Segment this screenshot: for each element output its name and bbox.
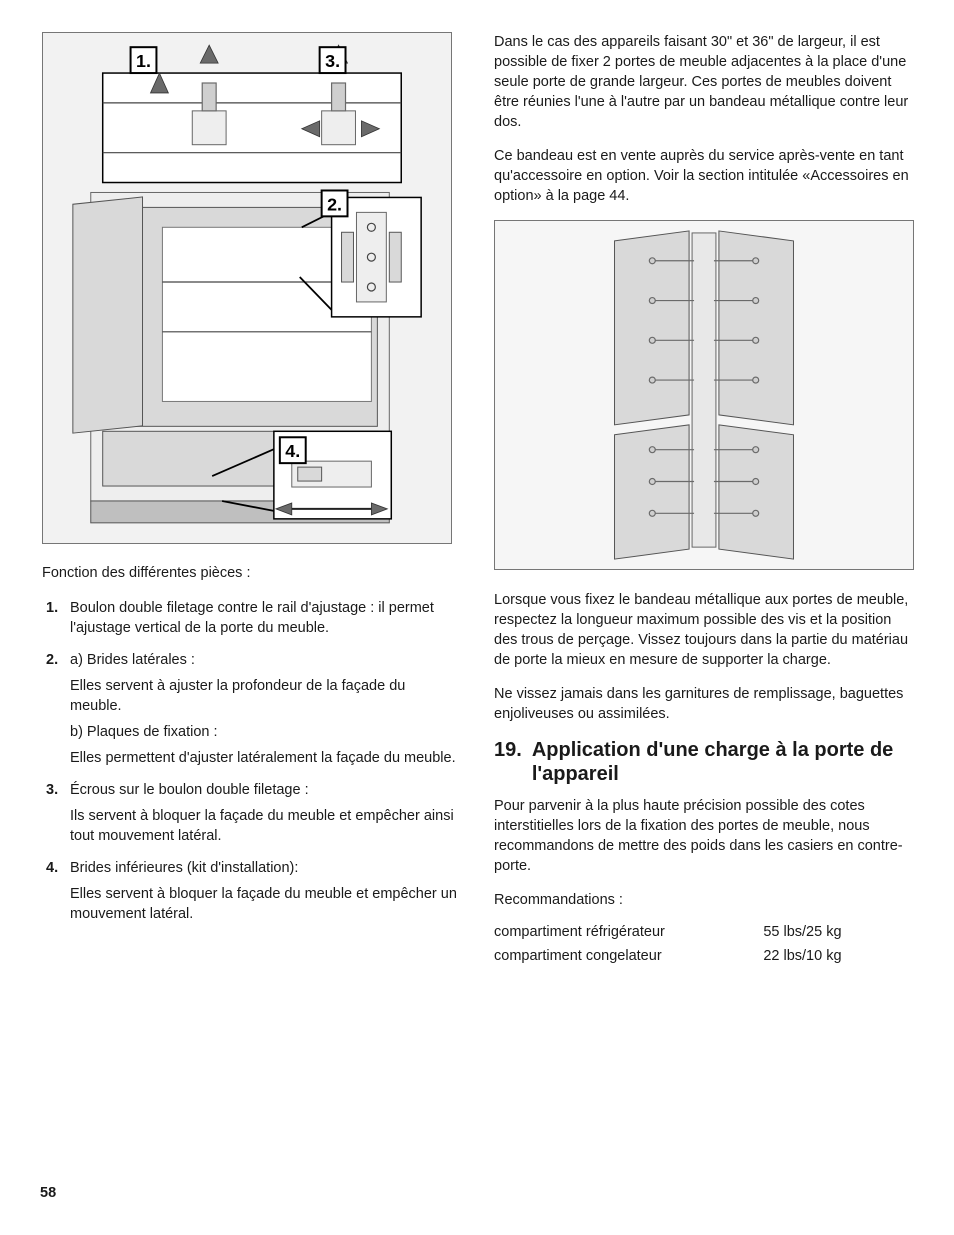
part-text: a) Brides latérales : Elles servent à aj…	[70, 650, 460, 768]
para-wide-doors: Dans le cas des appareils faisant 30" et…	[494, 32, 912, 132]
callout-3: 3.	[320, 47, 346, 73]
figure-metal-strip	[494, 220, 914, 570]
callout-3-label: 3.	[325, 51, 340, 71]
part-num: 4.	[46, 858, 64, 924]
part-num: 2.	[46, 650, 64, 768]
callout-1: 1.	[131, 47, 157, 73]
section-heading-19: 19. Application d'une charge à la porte …	[494, 738, 912, 786]
part-item-1: 1. Boulon double filetage contre le rail…	[46, 598, 460, 638]
callout-4-label: 4.	[285, 441, 300, 461]
para-never-screw: Ne vissez jamais dans les garnitures de …	[494, 684, 912, 724]
part-text: Écrous sur le boulon double filetage : I…	[70, 780, 460, 846]
callout-1-label: 1.	[136, 51, 151, 71]
part-num: 3.	[46, 780, 64, 846]
left-column: 1. 3.	[42, 32, 460, 964]
recommendations-label: Recommandations :	[494, 890, 912, 910]
two-column-layout: 1. 3.	[42, 32, 912, 964]
rec-row-label: compartiment réfrigérateur	[494, 924, 735, 940]
parts-list: 1. Boulon double filetage contre le rail…	[46, 598, 460, 924]
callout-2: 2.	[322, 190, 348, 216]
rec-row-label: compartiment congelateur	[494, 948, 735, 964]
para-accessory: Ce bandeau est en vente auprès du servic…	[494, 146, 912, 206]
parts-intro: Fonction des différentes pièces :	[42, 564, 460, 584]
rec-row-value: 55 lbs/25 kg	[763, 924, 912, 940]
manual-page: 1. 3.	[0, 0, 954, 1235]
part-text: Brides inférieures (kit d'installation):…	[70, 858, 460, 924]
callout-4: 4.	[280, 437, 306, 463]
recommendations-table: compartiment réfrigérateur 55 lbs/25 kg …	[494, 924, 912, 964]
adjustment-svg: 1. 3.	[43, 33, 451, 543]
rec-row-value: 22 lbs/10 kg	[763, 948, 912, 964]
section-number: 19.	[494, 738, 522, 786]
part-num: 1.	[46, 598, 64, 638]
page-number: 58	[40, 1185, 56, 1201]
part-text: Boulon double filetage contre le rail d'…	[70, 598, 460, 638]
callout-2-label: 2.	[327, 194, 342, 214]
part-item-4: 4. Brides inférieures (kit d'installatio…	[46, 858, 460, 924]
para-precision: Pour parvenir à la plus haute précision …	[494, 796, 912, 876]
figure-adjustment-diagram: 1. 3.	[42, 32, 452, 544]
part-item-2: 2. a) Brides latérales : Elles servent à…	[46, 650, 460, 768]
right-column: Dans le cas des appareils faisant 30" et…	[494, 32, 912, 964]
para-screw-advice: Lorsque vous fixez le bandeau métallique…	[494, 590, 912, 670]
part-item-3: 3. Écrous sur le boulon double filetage …	[46, 780, 460, 846]
metal-strip-svg	[495, 221, 913, 569]
section-title: Application d'une charge à la porte de l…	[532, 738, 912, 786]
